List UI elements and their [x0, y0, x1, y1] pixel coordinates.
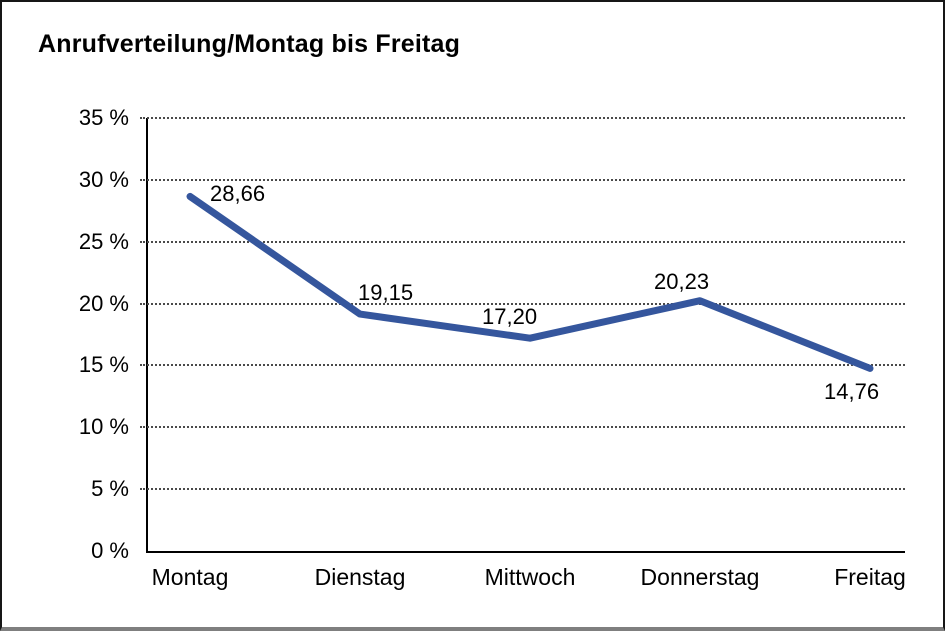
data-point-label: 28,66 [210, 181, 266, 207]
x-tick-label: Mittwoch [484, 564, 576, 590]
data-point-label: 17,20 [482, 304, 538, 330]
data-point-label: 14,76 [824, 379, 880, 405]
x-tick-label: Freitag [834, 564, 906, 590]
x-axis-line [146, 551, 905, 553]
y-axis-line [146, 118, 148, 553]
y-tick-label: 0 % [91, 538, 129, 563]
gridline-20 [140, 302, 905, 305]
data-point-label: 20,23 [654, 268, 710, 294]
gridline-25 [140, 240, 905, 243]
y-tick-label: 35 % [78, 105, 129, 130]
gridline-30 [140, 178, 905, 181]
plot-area: 0 % 5 % 10 % 15 % 20 % 25 % 30 % 35 % Montag Dien… [79, 105, 906, 590]
gridline-35 [140, 117, 905, 119]
y-tick-label: 5 % [91, 476, 129, 502]
gridline-15 [140, 364, 905, 367]
x-tick-label: Montag [151, 564, 229, 590]
y-tick-label: 25 % [78, 228, 129, 254]
chart-title: Anrufverteilung/Montag bis Freitag [38, 30, 461, 58]
gridline-5 [140, 488, 905, 491]
y-tick-label: 10 % [78, 414, 129, 440]
y-tick-label: 30 % [78, 166, 129, 192]
x-tick-label: Dienstag [314, 564, 406, 590]
y-tick-label: 15 % [78, 352, 129, 378]
series-line [186, 192, 874, 372]
gridline-10 [140, 426, 905, 429]
data-point-label: 19,15 [358, 280, 414, 306]
y-tick-label: 20 % [78, 290, 129, 316]
x-tick-label: Donnerstag [640, 564, 760, 590]
